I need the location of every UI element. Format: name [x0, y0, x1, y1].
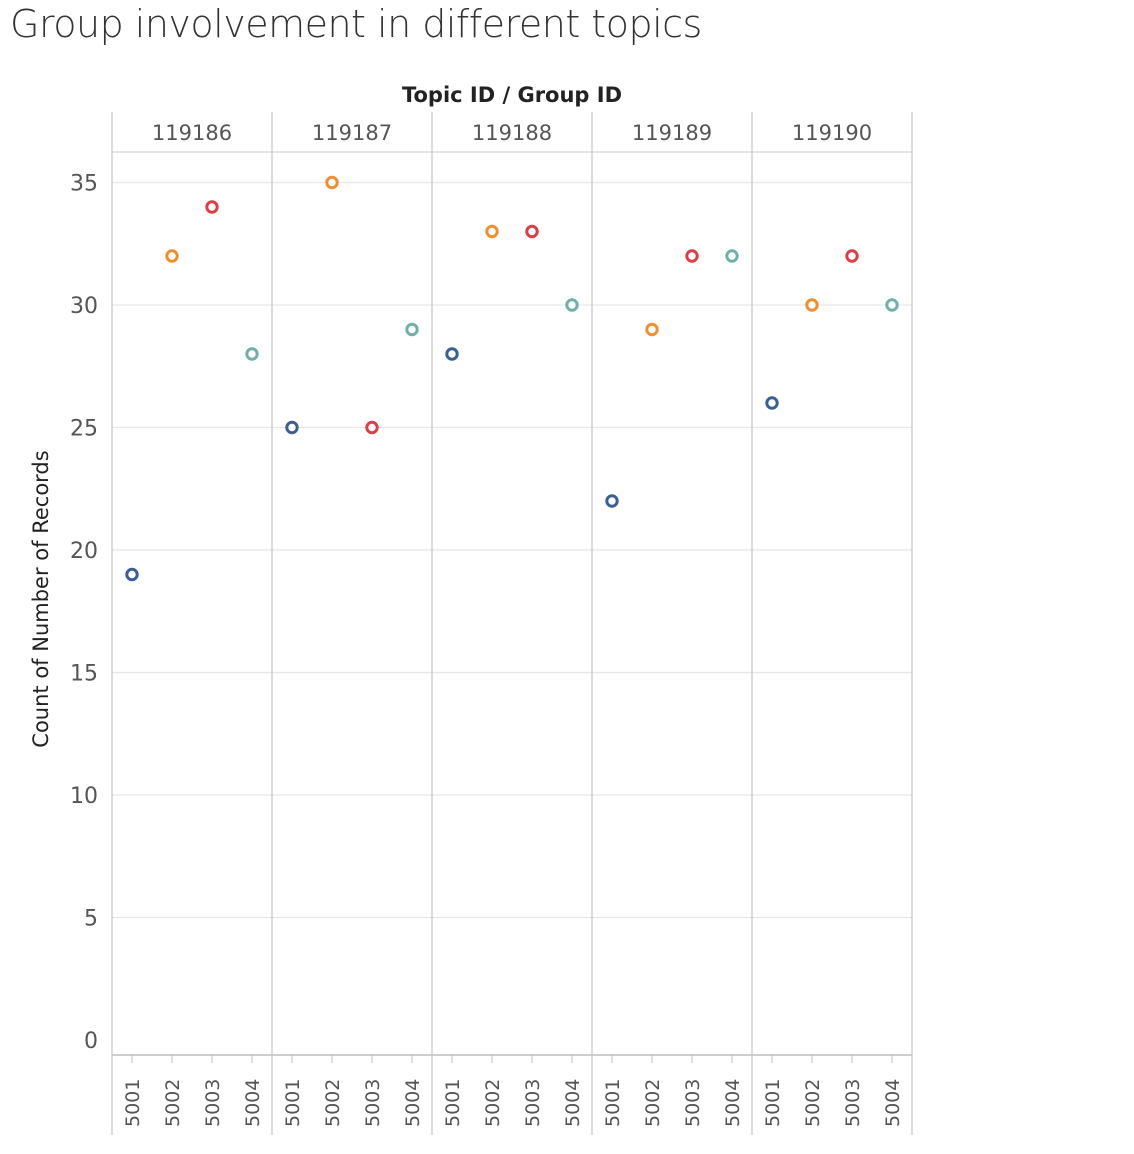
data-point	[525, 224, 539, 239]
group-label: 5003	[362, 1079, 384, 1127]
data-point	[485, 224, 499, 239]
group-label: 5003	[522, 1079, 544, 1127]
data-point	[565, 298, 579, 312]
topic-label: 119189	[632, 121, 712, 145]
group-label: 5004	[722, 1079, 744, 1127]
data-point	[125, 567, 139, 582]
group-label: 5001	[602, 1079, 624, 1127]
group-label: 5002	[802, 1079, 824, 1127]
data-point	[685, 249, 699, 263]
data-point	[205, 200, 219, 214]
group-label: 5004	[242, 1079, 264, 1127]
chart-title: Group involvement in different topics	[10, 2, 702, 46]
data-point	[165, 249, 179, 263]
data-point	[245, 347, 259, 361]
data-point	[285, 420, 299, 435]
data-point	[405, 322, 419, 337]
group-label: 5002	[162, 1079, 184, 1127]
group-label: 5002	[322, 1079, 344, 1127]
group-label: 5001	[442, 1079, 464, 1127]
data-point	[765, 396, 779, 410]
group-label: 5001	[282, 1079, 304, 1127]
group-label: 5002	[482, 1079, 504, 1127]
data-point	[845, 249, 859, 263]
y-tick-label: 25	[70, 417, 98, 442]
data-point	[725, 249, 739, 263]
y-tick-label: 30	[70, 294, 98, 319]
data-point	[445, 347, 459, 361]
group-label: 5003	[202, 1079, 224, 1127]
group-label: 5004	[402, 1079, 424, 1127]
topic-label: 119188	[472, 121, 552, 145]
data-point	[605, 494, 619, 508]
column-header-title: Topic ID / Group ID	[402, 83, 622, 107]
y-axis-title: Count of Number of Records	[29, 450, 53, 747]
y-tick-label: 15	[70, 662, 98, 687]
group-label: 5004	[562, 1079, 584, 1127]
data-point	[325, 175, 339, 190]
topic-label: 119187	[312, 121, 392, 145]
group-label: 5002	[642, 1079, 664, 1127]
y-tick-label: 20	[70, 539, 98, 564]
topic-label: 119186	[152, 121, 232, 145]
group-label: 5004	[882, 1079, 904, 1127]
data-point	[365, 420, 379, 435]
data-point	[645, 322, 659, 337]
group-label: 5003	[682, 1079, 704, 1127]
group-label: 5001	[122, 1079, 144, 1127]
y-tick-label: 35	[70, 172, 98, 197]
y-tick-label: 0	[84, 1029, 98, 1054]
data-point	[805, 298, 819, 312]
group-label: 5003	[842, 1079, 864, 1127]
y-tick-label: 5	[84, 907, 98, 932]
data-point	[885, 298, 899, 312]
group-label: 5001	[762, 1079, 784, 1127]
topic-label: 119190	[792, 121, 872, 145]
y-tick-label: 10	[70, 784, 98, 809]
